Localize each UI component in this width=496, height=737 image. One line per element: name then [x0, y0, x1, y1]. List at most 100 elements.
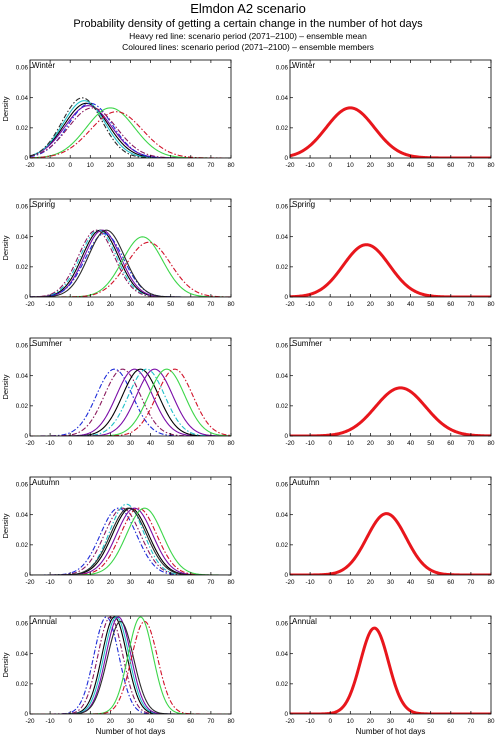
x-tick-label: 30 — [387, 301, 395, 308]
panel-spring-mean: -20 -10 0 10 20 30 40 50 60 70 80 0 0.02 0.04 0.06 Spri… — [276, 198, 495, 308]
x-tick-label: -10 — [46, 718, 56, 725]
panel-label-spring-members: Spring — [32, 200, 55, 209]
x-tick-label: 80 — [487, 579, 495, 586]
panel-annual-members: -20 -10 0 10 20 30 40 50 60 70 80 0 0.02 0.04 0.06 Annu… — [1, 615, 235, 736]
ensemble-mean-curve — [290, 512, 491, 575]
curves-summer-members — [30, 368, 231, 436]
x-tick-label: 50 — [167, 440, 175, 447]
x-tick-label: -10 — [306, 301, 316, 308]
x-tick-label: 20 — [107, 301, 115, 308]
member-curve-1 — [30, 229, 231, 297]
ensemble-mean-curve — [290, 243, 491, 297]
x-tick-label: 20 — [107, 440, 115, 447]
y-tick-label: 0.02 — [16, 264, 29, 271]
member-curve-5 — [30, 368, 231, 436]
y-tick-label: 0.02 — [276, 264, 289, 271]
y-tick-label: 0.06 — [276, 204, 289, 211]
curves-annual-members — [30, 616, 231, 714]
y-tick-label: 0 — [284, 711, 288, 718]
member-curve-4 — [30, 368, 231, 436]
ensemble-mean-curve — [290, 386, 491, 436]
x-tick-label: 40 — [147, 440, 155, 447]
x-tick-label: -20 — [25, 162, 35, 169]
y-tick-label: 0.04 — [276, 651, 289, 658]
x-tick-label: 10 — [87, 579, 95, 586]
y-tick-label: 0.06 — [276, 65, 289, 72]
figure-note-mean: Heavy red line: scenario period (2071–21… — [129, 31, 367, 41]
member-curve-1 — [30, 507, 231, 575]
y-tick-label: 0.04 — [276, 95, 289, 102]
y-axis-label: Density — [1, 652, 10, 677]
x-tick-label: 80 — [487, 718, 495, 725]
x-tick-label: 0 — [328, 162, 332, 169]
member-curve-2 — [30, 507, 231, 575]
y-tick-label: 0 — [284, 572, 288, 579]
y-tick-label: 0.06 — [16, 343, 29, 350]
member-curve-1 — [30, 616, 231, 714]
x-tick-label: 40 — [407, 718, 415, 725]
ensemble-mean-curve — [290, 106, 491, 158]
panel-label-spring-mean: Spring — [292, 200, 315, 209]
x-tick-label: 40 — [407, 162, 415, 169]
y-tick-label: 0 — [24, 572, 28, 579]
y-tick-label: 0.04 — [16, 234, 29, 241]
y-tick-label: 0.02 — [276, 125, 289, 132]
curves-winter-members — [30, 97, 231, 158]
panel-annual-mean: -20 -10 0 10 20 30 40 50 60 70 80 0 0.02 0.04 0.06 Annu… — [276, 615, 495, 736]
x-tick-label: 60 — [447, 440, 455, 447]
x-tick-label: 0 — [68, 579, 72, 586]
x-tick-label: 40 — [407, 301, 415, 308]
x-tick-label: 50 — [427, 579, 435, 586]
x-tick-label: 20 — [107, 162, 115, 169]
x-tick-label: 80 — [487, 301, 495, 308]
x-tick-label: 40 — [407, 579, 415, 586]
y-tick-label: 0.04 — [16, 512, 29, 519]
curves-annual-mean — [290, 626, 491, 714]
x-tick-label: -20 — [25, 301, 35, 308]
x-tick-label: 70 — [467, 301, 475, 308]
ensemble-mean-curve — [290, 626, 491, 714]
x-tick-label: 30 — [387, 718, 395, 725]
x-tick-label: 80 — [487, 440, 495, 447]
y-tick-label: 0 — [284, 294, 288, 301]
x-tick-label: 10 — [87, 440, 95, 447]
x-tick-label: 0 — [328, 579, 332, 586]
y-tick-label: 0 — [24, 155, 28, 162]
x-tick-label: 60 — [187, 162, 195, 169]
x-tick-label: 80 — [227, 440, 235, 447]
y-tick-label: 0.06 — [276, 343, 289, 350]
x-tick-label: -20 — [285, 440, 295, 447]
y-tick-label: 0.06 — [276, 621, 289, 628]
panel-spring-members: -20 -10 0 10 20 30 40 50 60 70 80 0 0.02 0.04 0.06 Spri… — [1, 198, 235, 308]
panel-label-autumn-members: Autumn — [32, 478, 60, 487]
y-tick-label: 0 — [284, 433, 288, 440]
x-tick-label: 20 — [367, 162, 375, 169]
curves-autumn-members — [30, 503, 231, 575]
x-tick-label: -10 — [306, 579, 316, 586]
x-tick-label: 10 — [87, 301, 95, 308]
panel-autumn-members: -20 -10 0 10 20 30 40 50 60 70 80 0 0.02 0.04 0.06 Autu… — [1, 476, 235, 586]
x-tick-label: 50 — [427, 440, 435, 447]
y-tick-label: 0 — [284, 155, 288, 162]
member-curve-7 — [30, 616, 231, 714]
x-tick-label: 30 — [127, 718, 135, 725]
curves-spring-members — [30, 229, 231, 297]
x-tick-label: 0 — [68, 440, 72, 447]
x-tick-label: 70 — [207, 718, 215, 725]
figure-header: Elmdon A2 scenario Probability density o… — [0, 0, 496, 53]
x-tick-label: 30 — [387, 162, 395, 169]
x-tick-label: 60 — [187, 579, 195, 586]
y-tick-label: 0.06 — [16, 204, 29, 211]
plot-frame-winter-mean — [289, 59, 492, 159]
x-axis-label: Number of hot days — [356, 727, 426, 736]
x-tick-label: 50 — [167, 718, 175, 725]
panel-label-summer-members: Summer — [32, 339, 63, 348]
member-curve-4 — [30, 102, 231, 158]
x-tick-label: 20 — [367, 440, 375, 447]
y-tick-label: 0.02 — [16, 403, 29, 410]
x-tick-label: 70 — [467, 718, 475, 725]
x-tick-label: -20 — [285, 579, 295, 586]
x-tick-label: 30 — [127, 579, 135, 586]
y-axis-label: Density — [1, 513, 10, 538]
